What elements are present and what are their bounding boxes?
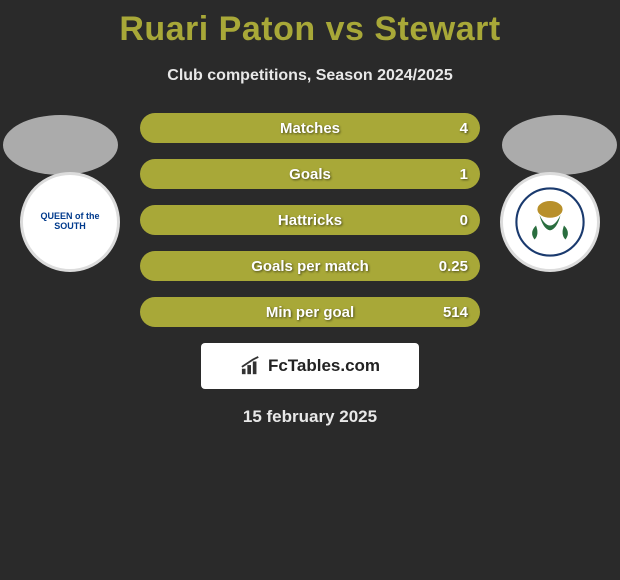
thistle-icon (515, 187, 585, 257)
stat-value-right: 0.25 (439, 258, 468, 275)
stat-value-right: 1 (460, 166, 468, 183)
stats-container: Matches 4 Goals 1 Hattricks 0 Goals per … (140, 113, 480, 327)
page-title: Ruari Paton vs Stewart (0, 0, 620, 49)
stat-row-matches: Matches 4 (140, 113, 480, 143)
stat-label: Matches (280, 120, 340, 137)
crest-right (500, 172, 600, 272)
chart-icon (240, 356, 262, 376)
date-line: 15 february 2025 (0, 407, 620, 427)
crest-left-label: QUEEN of the SOUTH (35, 212, 105, 232)
subtitle: Club competitions, Season 2024/2025 (0, 67, 620, 85)
player-right-silhouette (502, 115, 617, 175)
stat-value-right: 4 (460, 120, 468, 137)
stat-row-hattricks: Hattricks 0 (140, 205, 480, 235)
stat-row-goals-per-match: Goals per match 0.25 (140, 251, 480, 281)
player-left-silhouette (3, 115, 118, 175)
stat-row-goals: Goals 1 (140, 159, 480, 189)
footer-brand-text: FcTables.com (268, 356, 380, 376)
stat-label: Goals (289, 166, 331, 183)
stat-value-right: 0 (460, 212, 468, 229)
crest-left: QUEEN of the SOUTH (20, 172, 120, 272)
stat-label: Hattricks (278, 212, 342, 229)
stat-value-right: 514 (443, 304, 468, 321)
stat-row-min-per-goal: Min per goal 514 (140, 297, 480, 327)
stat-label: Goals per match (251, 258, 369, 275)
footer-brand-box[interactable]: FcTables.com (201, 343, 419, 389)
stat-label: Min per goal (266, 304, 354, 321)
